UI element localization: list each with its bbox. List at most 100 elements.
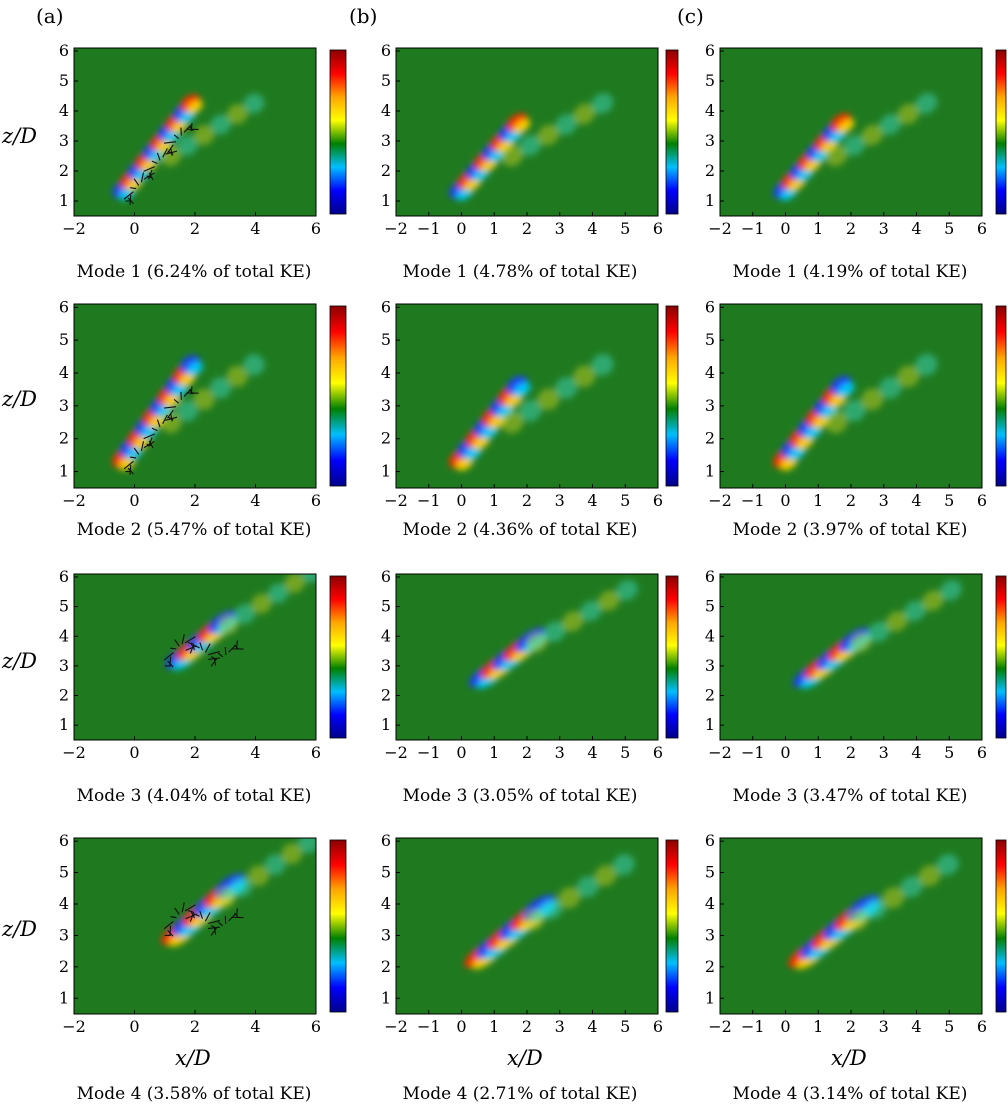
- y-tick-label: 6: [59, 831, 69, 850]
- mode-structure: [501, 145, 524, 167]
- y-tick-label: 6: [705, 567, 715, 586]
- velocity-arrow: [129, 194, 132, 205]
- y-tick-label: 5: [381, 863, 391, 882]
- x-tick-label: 4: [911, 491, 921, 510]
- mode-structure: [861, 388, 884, 411]
- column-label-b: (b): [349, 4, 378, 28]
- x-tick-label: 6: [977, 1017, 987, 1036]
- y-tick-label: 6: [59, 41, 69, 60]
- mode-structure: [525, 631, 548, 653]
- panel-a-mode-3: 1 2 3 4 5 6 −2 0 2 4 6: [59, 567, 347, 762]
- x-tick-label: 5: [944, 219, 954, 238]
- velocity-arrow: [204, 643, 211, 653]
- velocity-arrow: [207, 926, 220, 930]
- panel-b-mode-2: 1 2 3 4 5 6 −2 −1 0 1 2 3 4 5 6: [381, 297, 679, 510]
- mode-structure: [597, 590, 620, 611]
- velocity-arrow: [170, 413, 173, 422]
- velocity-arrow: [167, 144, 174, 154]
- x-tick-label: −2: [708, 219, 732, 238]
- mode-structure: [940, 580, 962, 601]
- velocity-arrow: [199, 642, 204, 651]
- mode-structure: [561, 611, 584, 632]
- mode-structure: [591, 93, 614, 114]
- x-tick-label: 4: [250, 743, 260, 762]
- velocity-arrow: [143, 166, 155, 172]
- x-tick-label: 1: [813, 219, 823, 238]
- y-tick-label: 1: [705, 462, 715, 481]
- velocity-arrow: [173, 134, 180, 140]
- panel-caption: Mode 4 (3.14% of total KE): [732, 1084, 968, 1104]
- plot-background: [720, 304, 982, 488]
- mode-structure: [864, 898, 887, 920]
- y-tick-label: 6: [705, 297, 715, 316]
- y-tick-label: 6: [705, 831, 715, 850]
- y-tick-label: 2: [381, 429, 391, 448]
- y-tick-label: 2: [705, 957, 715, 976]
- y-tick-label: 5: [59, 71, 69, 90]
- y-tick-label: 6: [381, 567, 391, 586]
- y-tick-label: 2: [705, 161, 715, 180]
- mode-structure: [193, 388, 215, 410]
- velocity-arrow: [156, 419, 161, 428]
- mode-structure: [227, 103, 248, 125]
- contour-field: [449, 93, 614, 201]
- velocity-arrow: [190, 386, 193, 395]
- x-tick-label: 6: [653, 1017, 663, 1036]
- velocity-arrow: [170, 647, 177, 650]
- mode-structure: [837, 382, 855, 398]
- y-tick-label: 5: [59, 597, 69, 616]
- mode-structure: [897, 365, 920, 388]
- plot-background: [396, 304, 658, 488]
- y-tick-label: 4: [59, 101, 69, 120]
- colorbar: [665, 839, 679, 1013]
- y-tick-label: 1: [705, 715, 715, 734]
- y-tick-label: 4: [705, 894, 715, 913]
- y-tick-label: 4: [381, 626, 391, 645]
- mode-structure: [867, 621, 890, 643]
- mode-structure: [281, 843, 303, 865]
- panel-a-mode-4: 1 2 3 4 5 6 −2 0 2 4 6: [59, 831, 347, 1036]
- x-tick-label: 2: [522, 743, 532, 762]
- panel-caption: Mode 2 (4.36% of total KE): [402, 520, 638, 540]
- velocity-arrow: [210, 657, 218, 667]
- panel-c-mode-4: 1 2 3 4 5 6 −2 −1 0 1 2 3 4 5 6: [705, 831, 1007, 1036]
- panel-caption: Mode 1 (4.78% of total KE): [402, 262, 638, 282]
- mode-structure: [936, 854, 959, 876]
- y-tick-label: 1: [59, 988, 69, 1007]
- contour-field: [112, 354, 265, 475]
- mode-structure: [879, 114, 902, 135]
- y-tick-label: 6: [59, 297, 69, 316]
- mode-structure: [171, 382, 188, 397]
- contour-field: [788, 854, 959, 970]
- velocity-arrow: [130, 187, 137, 190]
- x-tick-label: 6: [977, 491, 987, 510]
- y-tick-label: 1: [59, 191, 69, 210]
- y-tick-label: 6: [59, 567, 69, 586]
- colorbar: [329, 49, 347, 215]
- y-tick-label: 3: [381, 656, 391, 675]
- velocity-arrow: [185, 645, 197, 651]
- velocity-arrow: [148, 437, 153, 447]
- x-tick-label: 3: [879, 743, 889, 762]
- velocity-arrow: [140, 172, 145, 183]
- x-tick-label: 4: [250, 491, 260, 510]
- mode-structure: [297, 838, 316, 854]
- x-tick-label: 5: [620, 743, 630, 762]
- contour-field: [773, 93, 938, 201]
- velocity-arrow: [204, 912, 211, 922]
- mode-structure: [177, 135, 198, 156]
- velocity-arrow: [162, 148, 168, 158]
- velocity-arrow: [236, 908, 238, 917]
- mode-structure: [301, 574, 316, 583]
- y-tick-label: 4: [381, 101, 391, 120]
- mode-structure: [537, 124, 560, 146]
- velocity-arrow: [169, 925, 172, 936]
- mode-structure: [187, 100, 203, 114]
- velocity-arrow: [185, 913, 197, 920]
- mode-structure: [248, 865, 269, 887]
- y-tick-label: 4: [59, 894, 69, 913]
- y-tick-label: 5: [705, 597, 715, 616]
- x-tick-label: 3: [879, 491, 889, 510]
- velocity-arrow: [170, 147, 173, 156]
